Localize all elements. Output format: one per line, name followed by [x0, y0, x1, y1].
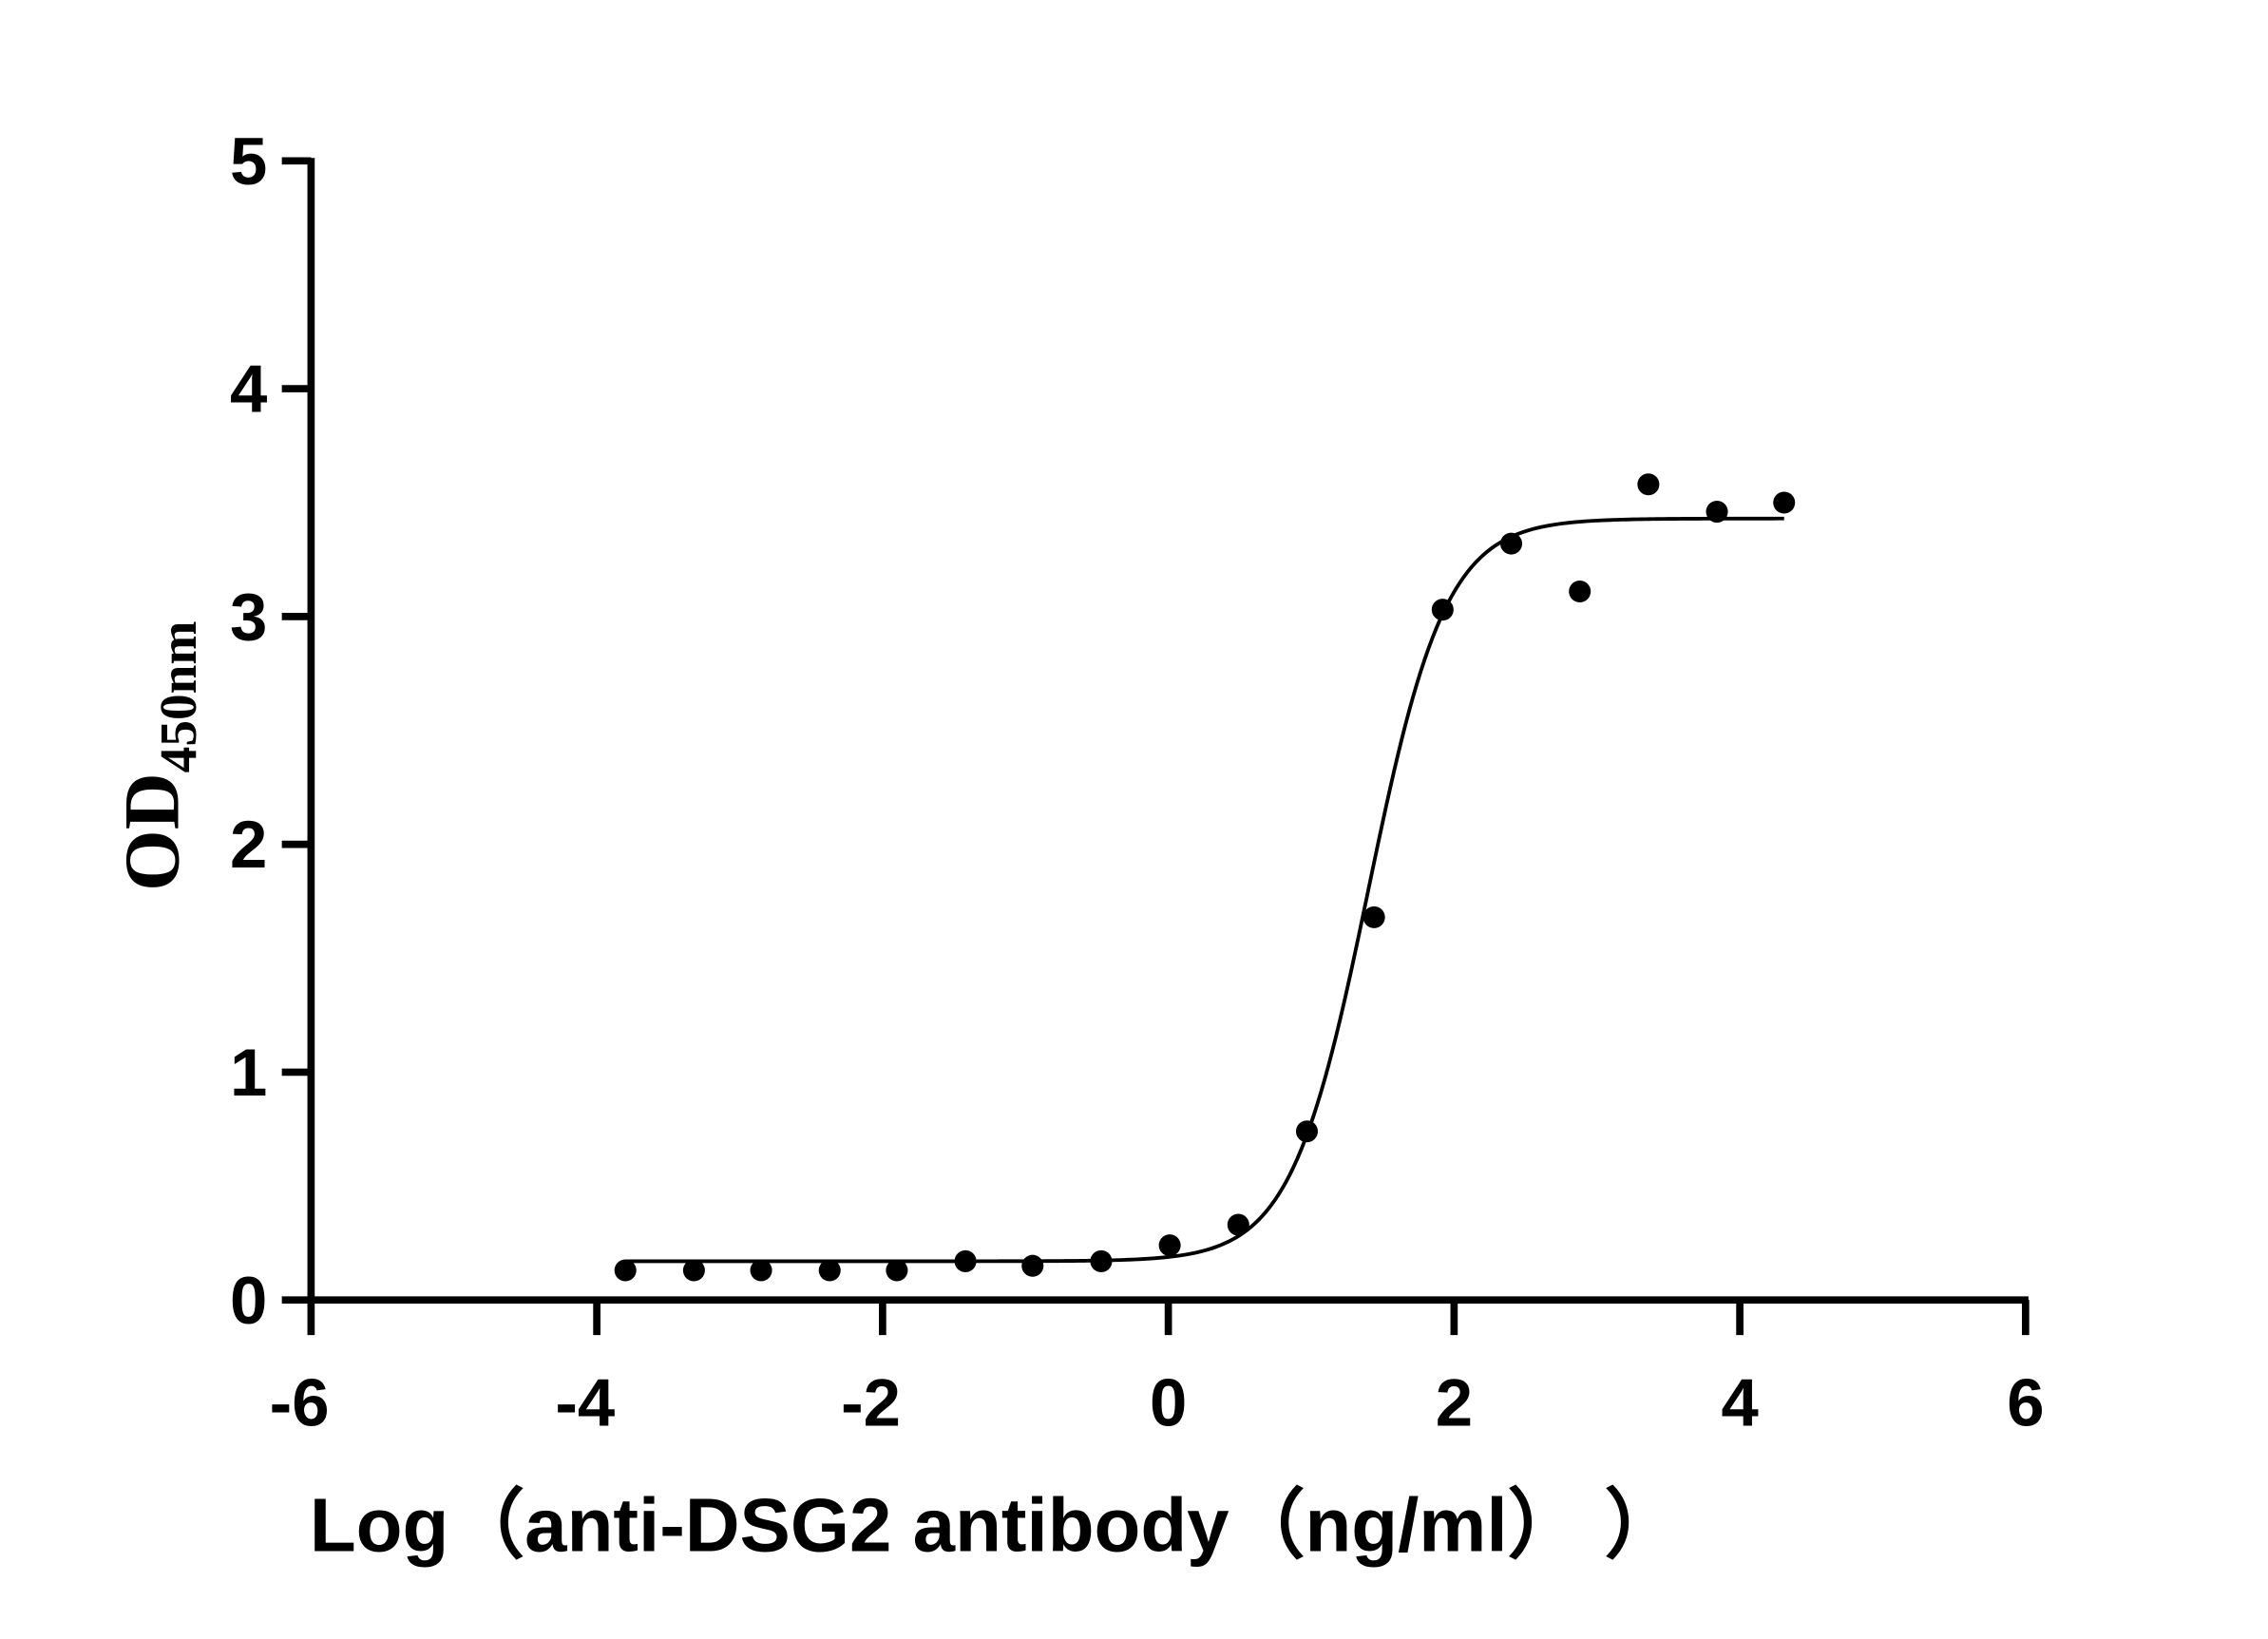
y-tick-label: 2 — [230, 807, 267, 882]
fit-curve — [625, 516, 1784, 1264]
data-point — [1431, 599, 1454, 621]
data-point — [1295, 1120, 1319, 1143]
data-point — [614, 1259, 637, 1282]
y-tick-label: 4 — [230, 352, 267, 427]
data-point — [886, 1259, 908, 1282]
data-point — [954, 1249, 977, 1272]
svg-text:OD450nm: OD450nm — [108, 620, 207, 890]
x-tick-label: 4 — [1721, 1364, 1758, 1439]
data-point — [1706, 501, 1728, 524]
data-point — [1569, 580, 1591, 603]
data-point — [1773, 491, 1796, 514]
axes — [307, 158, 2029, 1305]
data-point — [818, 1259, 841, 1282]
data-point — [750, 1259, 772, 1282]
y-tick-label: 0 — [230, 1263, 267, 1338]
data-point — [682, 1259, 705, 1282]
x-tick-label: -2 — [841, 1364, 901, 1439]
data-point — [1021, 1254, 1044, 1277]
data-point — [1637, 473, 1660, 496]
x-axis-label: Log（anti-DSG2 antibody（ng/ml） ） — [310, 1483, 1681, 1568]
data-point — [1158, 1234, 1181, 1257]
y-tick-label: 5 — [230, 124, 267, 199]
x-tick-label: 0 — [1150, 1364, 1187, 1439]
data-point — [1499, 532, 1523, 555]
data-points — [614, 473, 1796, 1282]
y-axis-label: OD450nm — [108, 620, 207, 890]
x-tick-label: 6 — [2007, 1364, 2044, 1439]
data-point — [1363, 905, 1385, 928]
x-tick-label: -4 — [555, 1364, 615, 1439]
y-tick-label: 1 — [230, 1035, 267, 1110]
y-axis-label-main: OD — [108, 772, 196, 890]
data-point — [1090, 1249, 1113, 1272]
x-tick-label: 2 — [1436, 1364, 1473, 1439]
y-tick-label: 3 — [230, 579, 267, 654]
ticks: 0 1 2 3 4 5 -6 -4 -2 0 2 4 6 — [230, 124, 2045, 1439]
data-point — [1227, 1213, 1249, 1236]
x-tick-label: -6 — [270, 1364, 330, 1439]
y-axis-label-subscript: 450nm — [149, 620, 207, 772]
